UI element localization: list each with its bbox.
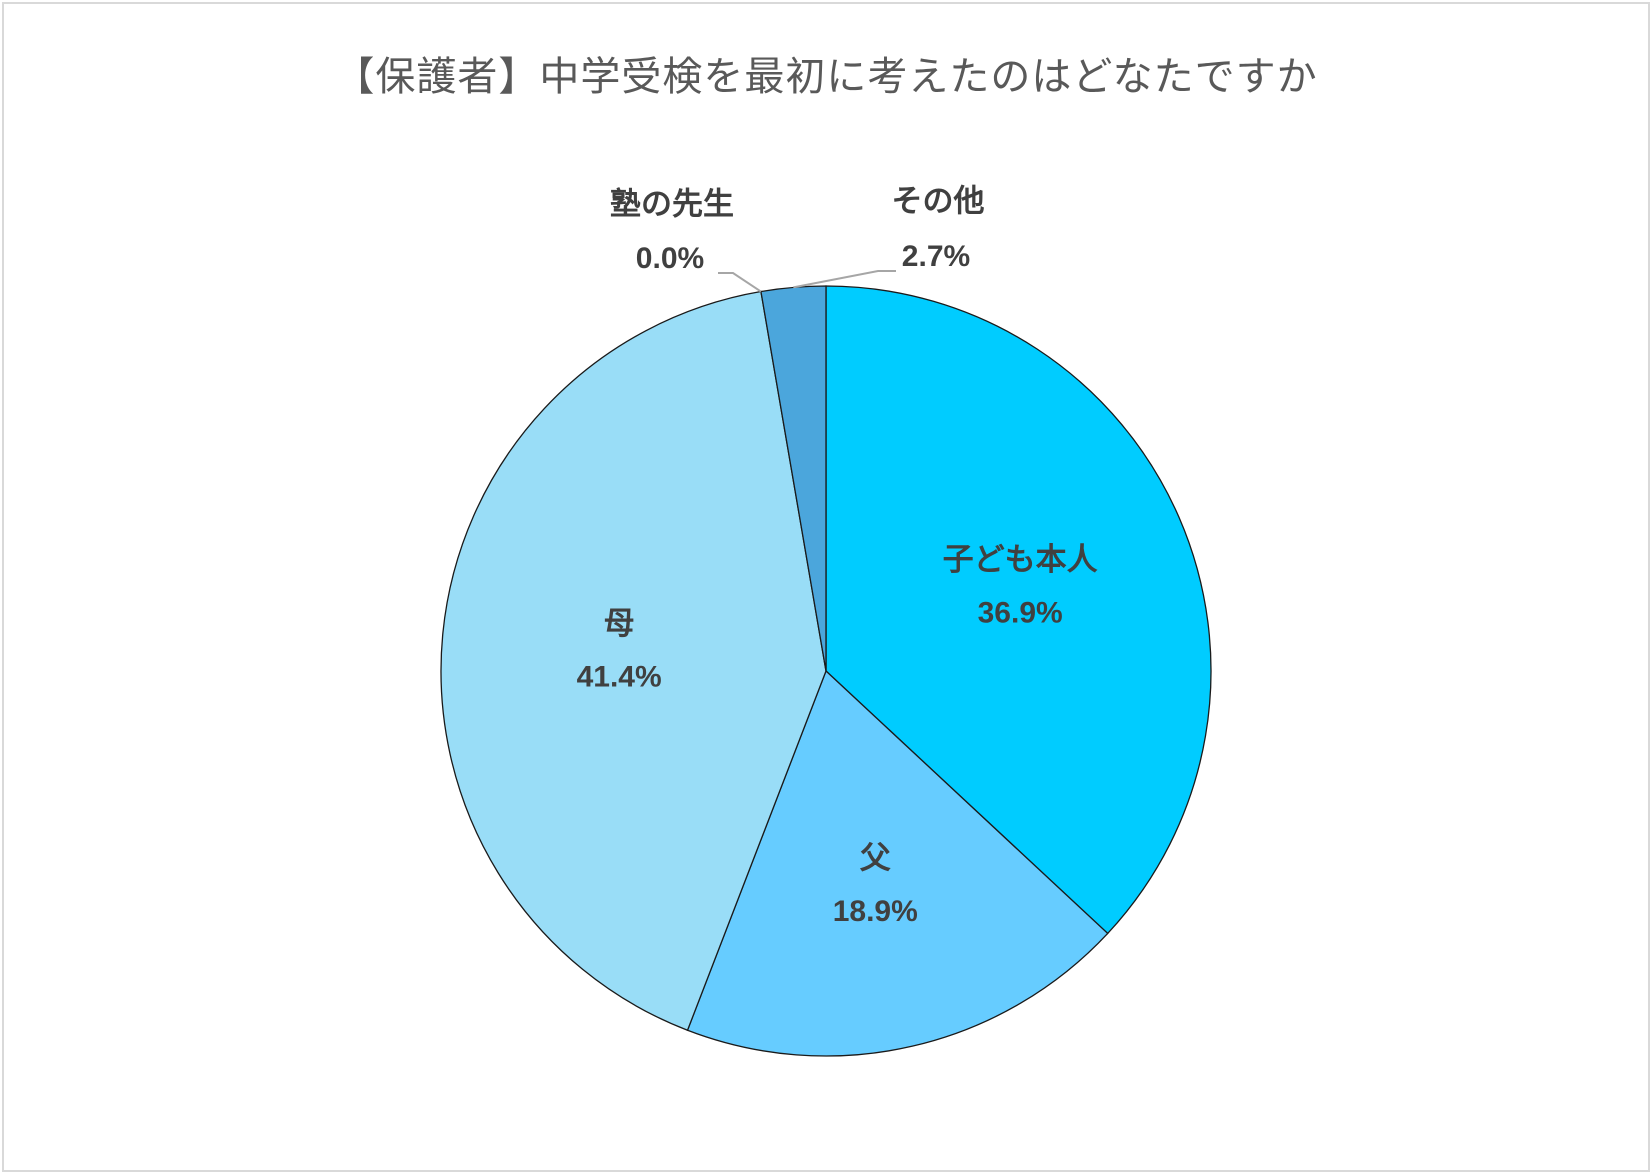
leader-line-4 (793, 270, 896, 289)
slice-label-1: 父 (860, 840, 891, 876)
slice-value-3: 0.0% (636, 242, 704, 275)
chart-title: 【保護者】中学受検を最初に考えたのはどなたですか (334, 54, 1318, 100)
slice-value-2: 41.4% (577, 660, 662, 693)
slice-label-0: 子ども本人 (943, 542, 1098, 578)
pie-slice-2 (440, 290, 827, 1032)
slice-label-4: その他 (892, 184, 985, 220)
slice-value-4: 2.7% (902, 240, 970, 273)
slice-label-3: 塾の先生 (610, 187, 734, 223)
pie-slice-1 (686, 669, 1109, 1057)
slice-value-1: 18.9% (833, 895, 918, 928)
slice-value-0: 36.9% (978, 596, 1063, 629)
slice-label-2: 母 (604, 606, 635, 642)
leader-line-3 (718, 272, 762, 293)
pie-slice-0 (825, 285, 1212, 935)
